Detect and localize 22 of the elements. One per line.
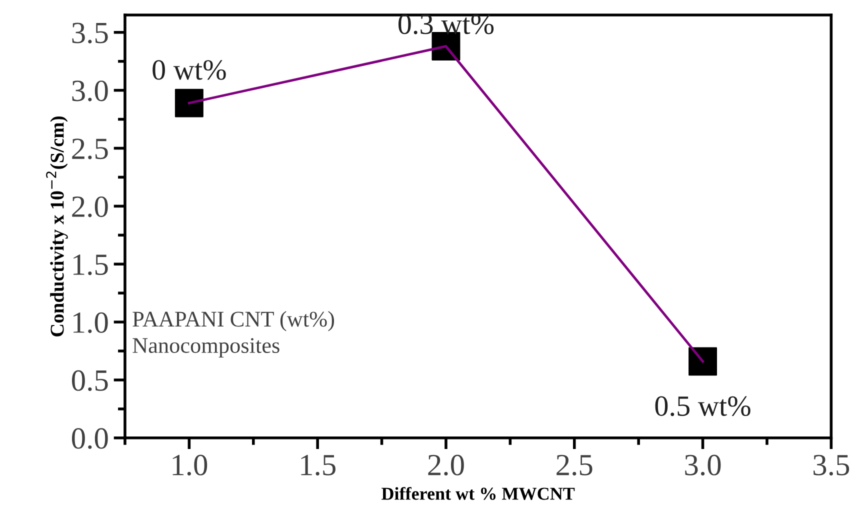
annotation: 0 wt% — [152, 60, 226, 80]
point — [174, 88, 204, 118]
x-tick-label: 1.5 — [301, 454, 336, 476]
y-tick-label: 0.5 — [72, 370, 108, 392]
point — [688, 347, 718, 376]
x-tick-label: 2.5 — [556, 454, 592, 476]
y-axis-title: Conductivity x 10$^{−2}$(S/cm) — [46, 116, 68, 336]
y-tick-label: 3.5 — [72, 22, 108, 44]
x-tick-label: 3.5 — [814, 454, 850, 476]
y-tick-label: 0.0 — [72, 428, 108, 449]
x-tick-label: 1.0 — [172, 454, 208, 476]
x-tick-label: 2.0 — [428, 454, 464, 476]
annotation: PAAPANI CNT (wt%) Nanocomposites — [132, 311, 334, 358]
annotation: 0.3 wt% — [398, 14, 494, 34]
y-tick-label: 1.0 — [73, 312, 108, 334]
y-tick-label: 3.0 — [72, 80, 108, 102]
x-axis-title: Different wt % MWCNT — [382, 486, 575, 500]
x-tick-label: 3.0 — [685, 454, 721, 476]
y-tick-label: 1.5 — [73, 254, 108, 276]
annotation: 0.5 wt% — [655, 396, 750, 416]
y-tick-label: 2.5 — [72, 138, 108, 160]
y-tick-label: 2.0 — [72, 196, 108, 218]
